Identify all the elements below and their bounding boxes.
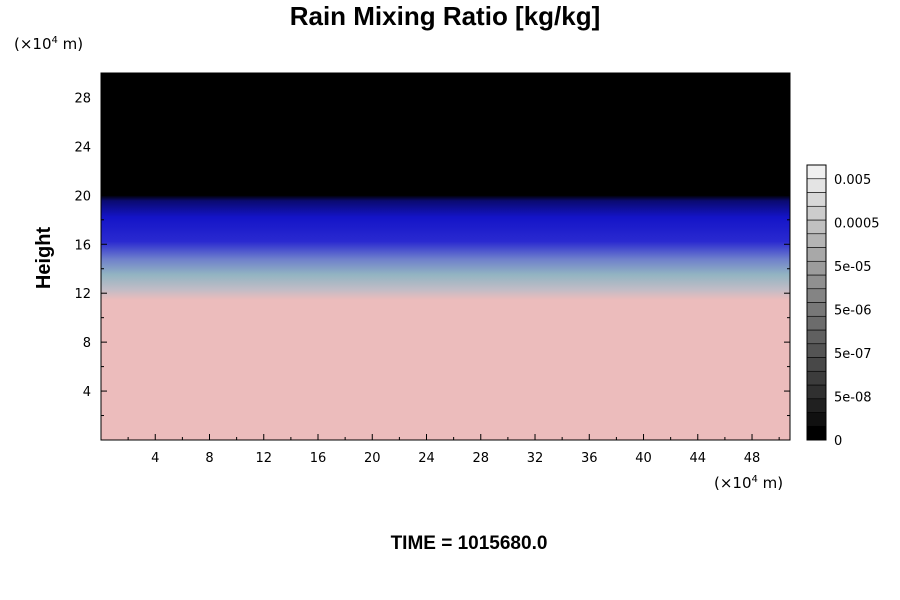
y-tick-label: 8 <box>83 336 91 351</box>
x-tick-label: 24 <box>418 451 435 466</box>
x-axis-unit: (×104 m) <box>714 474 783 492</box>
colorbar-swatch <box>806 205 827 221</box>
y-tick-label: 12 <box>74 287 91 302</box>
y-tick-label: 24 <box>74 140 91 155</box>
colorbar-tick-label: 5e-07 <box>834 347 872 362</box>
x-tick-label: 32 <box>527 451 544 466</box>
colorbar-swatch <box>806 192 827 207</box>
colorbar-swatch <box>806 384 827 400</box>
colorbar-swatch <box>806 315 827 331</box>
x-tick-label: 12 <box>255 451 272 466</box>
colorbar-swatch <box>806 412 827 427</box>
colorbar-swatch <box>806 247 827 262</box>
colorbar-swatch <box>806 288 827 303</box>
y-unit-exponent: 4 <box>52 35 58 46</box>
colorbar-swatch <box>806 178 827 193</box>
colorbar-swatch <box>806 302 827 317</box>
colorbar-swatch <box>806 164 827 180</box>
field-layer-below <box>101 299 790 440</box>
colorbar-swatch <box>806 398 827 413</box>
colorbar-frame <box>806 164 827 441</box>
x-tick-label: 4 <box>151 451 159 466</box>
x-tick-label: 8 <box>205 451 213 466</box>
colorbar-tick-label: 0.005 <box>834 173 871 188</box>
y-unit-suffix: m) <box>58 35 83 53</box>
colorbar-tick-label: 5e-05 <box>834 260 872 275</box>
colorbar-swatch <box>806 219 827 235</box>
colorbar-tick-label: 5e-08 <box>834 390 872 405</box>
field-layer-top <box>101 73 790 202</box>
colorbar-swatch <box>806 370 827 386</box>
x-tick-label: 28 <box>472 451 489 466</box>
colorbar: 0.005 0.0005 5e-05 5e-06 5e-07 5e-08 0 <box>806 164 880 449</box>
y-tick-label: 4 <box>83 385 91 400</box>
plot-frame <box>100 72 791 441</box>
x-unit-suffix: m) <box>758 474 783 492</box>
x-tick-label: 40 <box>635 451 652 466</box>
colorbar-swatch <box>806 260 827 276</box>
colorbar-swatch <box>806 329 827 345</box>
colorbar-swatch <box>806 343 827 358</box>
y-tick-label: 16 <box>74 238 91 253</box>
x-tick-label: 20 <box>364 451 381 466</box>
colorbar-swatch <box>806 274 827 290</box>
field-transition <box>101 195 790 306</box>
colorbar-swatch <box>806 233 827 248</box>
x-tick-label: 48 <box>744 451 761 466</box>
colorbar-tick-label: 5e-06 <box>834 303 872 318</box>
colorbar-tick-label: 0.0005 <box>834 216 880 231</box>
x-unit-prefix: (×10 <box>714 474 752 492</box>
x-tick-label: 44 <box>689 451 706 466</box>
chart-title: Rain Mixing Ratio [kg/kg] <box>290 1 601 31</box>
time-label: TIME = 1015680.0 <box>391 533 548 554</box>
y-axis-unit: (×104 m) <box>14 35 83 53</box>
x-unit-exponent: 4 <box>752 474 758 485</box>
x-tick-label: 36 <box>581 451 598 466</box>
y-axis-label: Height <box>33 227 55 290</box>
colorbar-swatch <box>806 425 827 441</box>
y-unit-prefix: (×10 <box>14 35 52 53</box>
colorbar-tick-label: 0 <box>834 434 842 449</box>
y-tick-label: 28 <box>74 91 91 106</box>
x-tick-label: 16 <box>310 451 327 466</box>
colorbar-swatch <box>806 357 827 372</box>
y-tick-label: 20 <box>74 189 91 204</box>
